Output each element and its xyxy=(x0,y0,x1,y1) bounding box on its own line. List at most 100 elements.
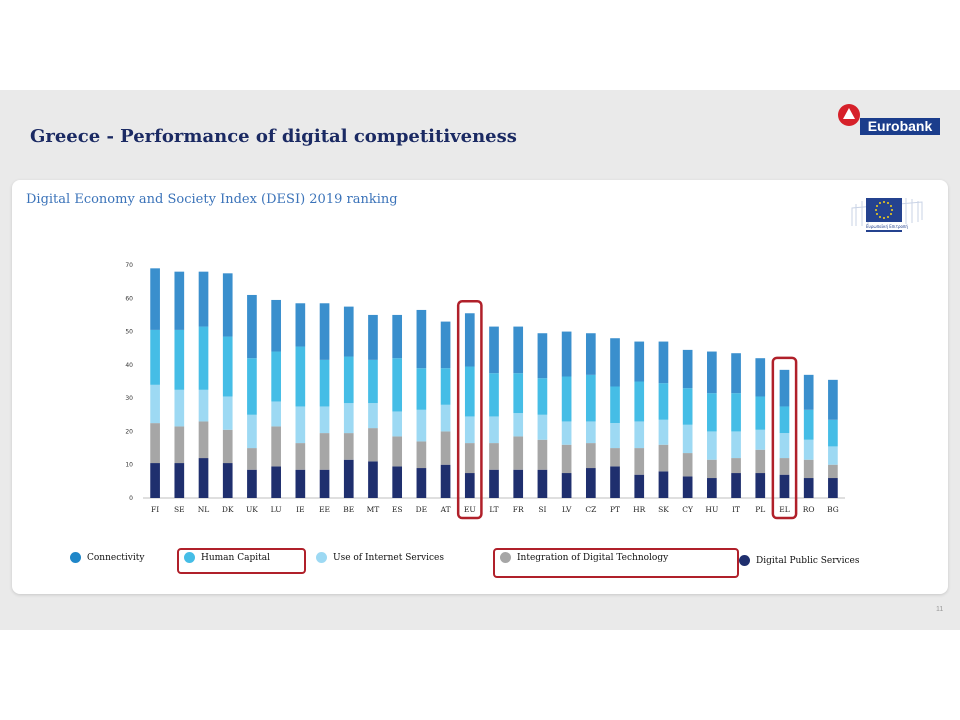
bar-segment-cz-connectivity xyxy=(585,333,596,375)
bar-segment-el-integration-of-digital-technology xyxy=(779,458,790,475)
bar-segment-pl-human-capital xyxy=(755,396,766,430)
chart-title: Digital Economy and Society Index (DESI)… xyxy=(26,192,398,207)
bar-segment-pl-use-of-internet-services xyxy=(755,429,766,450)
bar-segment-se-connectivity xyxy=(174,271,185,330)
y-tick-label: 0 xyxy=(129,495,133,502)
bar-segment-nl-human-capital xyxy=(198,326,209,390)
eurobank-logo-text: Eurobank xyxy=(860,118,940,135)
slide: Greece - Performance of digital competit… xyxy=(0,90,960,630)
bar-segment-ro-connectivity xyxy=(803,374,814,410)
legend-marker-internet-services-icon xyxy=(316,552,327,563)
bar-segment-be-use-of-internet-services xyxy=(343,403,354,434)
bar-segment-fi-human-capital xyxy=(150,329,160,385)
bar-segment-cy-use-of-internet-services xyxy=(682,424,693,454)
y-tick-label: 70 xyxy=(125,262,133,269)
bar-segment-bg-human-capital xyxy=(828,419,838,447)
y-tick-label: 40 xyxy=(125,362,133,369)
chart-card: Digital Economy and Society Index (DESI)… xyxy=(12,180,948,594)
bar-segment-mt-connectivity xyxy=(368,314,378,360)
bar-segment-fr-use-of-internet-services xyxy=(513,413,524,437)
bar-segment-uk-connectivity xyxy=(247,294,257,359)
eu-logo-text: Ευρωπαϊκή Επιτροπή xyxy=(866,224,908,229)
bar-segment-cz-integration-of-digital-technology xyxy=(585,443,596,469)
bar-segment-nl-digital-public-services xyxy=(198,458,209,498)
bar-segment-ee-integration-of-digital-technology xyxy=(319,433,330,470)
bar-segment-cz-digital-public-services xyxy=(585,468,596,498)
bar-segment-nl-use-of-internet-services xyxy=(198,389,209,422)
bar-segment-el-digital-public-services xyxy=(779,474,790,498)
bar-segment-lt-digital-public-services xyxy=(489,469,499,498)
bar-segment-el-connectivity xyxy=(779,369,790,407)
legend-item-human-capital: Human Capital xyxy=(184,552,270,563)
digital-technology-highlight-box xyxy=(493,548,739,578)
bar-segment-se-integration-of-digital-technology xyxy=(174,426,185,464)
x-tick-label: IE xyxy=(296,505,304,514)
bar-segment-de-human-capital xyxy=(416,368,427,410)
x-tick-label: LT xyxy=(489,505,498,514)
bar-segment-ee-connectivity xyxy=(319,303,330,360)
bar-segment-dk-connectivity xyxy=(222,273,233,337)
x-tick-label: CY xyxy=(682,505,694,514)
bar-segment-dk-integration-of-digital-technology xyxy=(222,429,233,464)
x-tick-label: PL xyxy=(755,505,765,514)
bar-segment-lv-digital-public-services xyxy=(561,473,572,498)
x-tick-label: ES xyxy=(392,505,403,514)
bar-segment-mt-integration-of-digital-technology xyxy=(368,428,378,462)
bar-segment-mt-human-capital xyxy=(368,359,378,404)
bar-segment-si-human-capital xyxy=(537,378,548,415)
bar-segment-sk-digital-public-services xyxy=(658,471,669,498)
bar-segment-cz-use-of-internet-services xyxy=(585,421,596,444)
bar-segment-sk-human-capital xyxy=(658,383,669,420)
bar-segment-lt-use-of-internet-services xyxy=(489,416,499,444)
bar-segment-sk-use-of-internet-services xyxy=(658,419,669,445)
bar-segment-el-human-capital xyxy=(779,406,790,434)
bar-segment-de-integration-of-digital-technology xyxy=(416,441,427,469)
legend-marker-digital-public-services-icon xyxy=(739,555,750,566)
bar-segment-ie-digital-public-services xyxy=(295,469,306,498)
bar-segment-hu-digital-public-services xyxy=(707,478,717,498)
bar-segment-si-connectivity xyxy=(537,333,548,379)
bar-segment-mt-digital-public-services xyxy=(368,461,378,498)
legend-label: Use of Internet Services xyxy=(333,553,444,563)
bar-segment-hu-connectivity xyxy=(707,351,717,394)
bar-segment-eu-integration-of-digital-technology xyxy=(464,443,475,474)
bar-segment-ee-digital-public-services xyxy=(319,469,330,498)
bar-segment-si-digital-public-services xyxy=(537,469,548,498)
page-number: 11 xyxy=(936,606,944,613)
bar-segment-mt-use-of-internet-services xyxy=(368,403,378,429)
x-tick-label: DK xyxy=(222,505,234,514)
bar-segment-pt-human-capital xyxy=(610,386,620,424)
bar-segment-sk-connectivity xyxy=(658,341,669,384)
bar-segment-es-digital-public-services xyxy=(392,466,403,498)
bar-segment-bg-digital-public-services xyxy=(828,478,838,498)
bar-segment-uk-integration-of-digital-technology xyxy=(247,448,257,470)
x-tick-label: RO xyxy=(803,505,815,514)
bar-segment-pt-digital-public-services xyxy=(610,466,620,498)
x-tick-label: HR xyxy=(633,505,646,514)
x-tick-label: UK xyxy=(246,505,258,514)
legend-label: Human Capital xyxy=(201,553,270,563)
bar-segment-lu-digital-public-services xyxy=(271,466,281,498)
x-tick-label: EL xyxy=(779,505,789,514)
bar-segment-ee-use-of-internet-services xyxy=(319,406,330,434)
bar-segment-nl-integration-of-digital-technology xyxy=(198,421,209,459)
x-tick-label: LU xyxy=(271,505,282,514)
bar-segment-de-connectivity xyxy=(416,309,427,369)
legend-item-digital-public-services: Digital Public Services xyxy=(739,555,859,566)
bar-segment-it-use-of-internet-services xyxy=(731,431,741,459)
bar-segment-dk-digital-public-services xyxy=(222,463,233,498)
x-tick-label: IT xyxy=(732,505,740,514)
x-tick-label: PT xyxy=(610,505,620,514)
bar-segment-fr-digital-public-services xyxy=(513,469,524,498)
human-capital-highlight-box xyxy=(177,548,306,574)
bar-segment-bg-integration-of-digital-technology xyxy=(828,464,838,479)
bar-segment-ro-use-of-internet-services xyxy=(803,439,814,460)
bar-segment-cz-human-capital xyxy=(585,374,596,422)
x-tick-label: BG xyxy=(827,505,839,514)
bar-segment-hu-integration-of-digital-technology xyxy=(707,459,717,479)
bar-segment-eu-connectivity xyxy=(464,313,475,367)
legend-label: Digital Public Services xyxy=(756,556,860,566)
x-tick-label: DE xyxy=(416,505,428,514)
x-tick-label: NL xyxy=(198,505,210,514)
bar-segment-fr-connectivity xyxy=(513,326,524,374)
